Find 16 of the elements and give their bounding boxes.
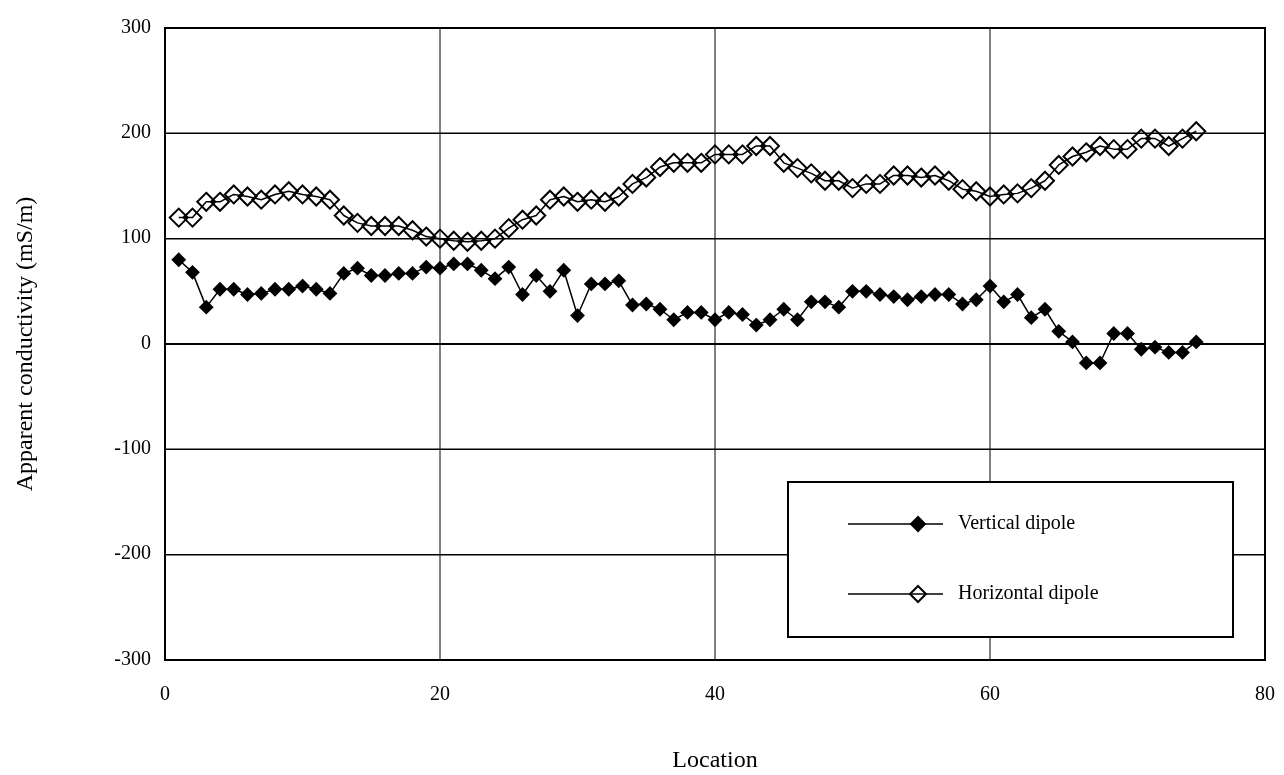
legend-label: Vertical dipole xyxy=(958,510,1076,534)
x-tick-label: 80 xyxy=(1255,682,1275,704)
x-tick-label: 0 xyxy=(160,682,170,704)
y-tick-label: 300 xyxy=(121,14,151,37)
y-tick-label: -200 xyxy=(114,541,151,564)
y-tick-label: -100 xyxy=(114,435,151,458)
legend-label: Horizontal dipole xyxy=(958,580,1099,604)
x-tick-label: 60 xyxy=(980,682,1000,704)
x-axis-title: Location xyxy=(672,746,758,772)
y-tick-label: 0 xyxy=(141,330,151,353)
y-axis-title: Apparent conductivity (mS/m) xyxy=(11,196,37,492)
x-tick-label: 40 xyxy=(705,682,725,704)
y-tick-label: -300 xyxy=(114,646,151,669)
x-tick-label: 20 xyxy=(430,682,450,704)
y-tick-label: 100 xyxy=(121,225,151,248)
y-tick-label: 200 xyxy=(121,119,151,142)
